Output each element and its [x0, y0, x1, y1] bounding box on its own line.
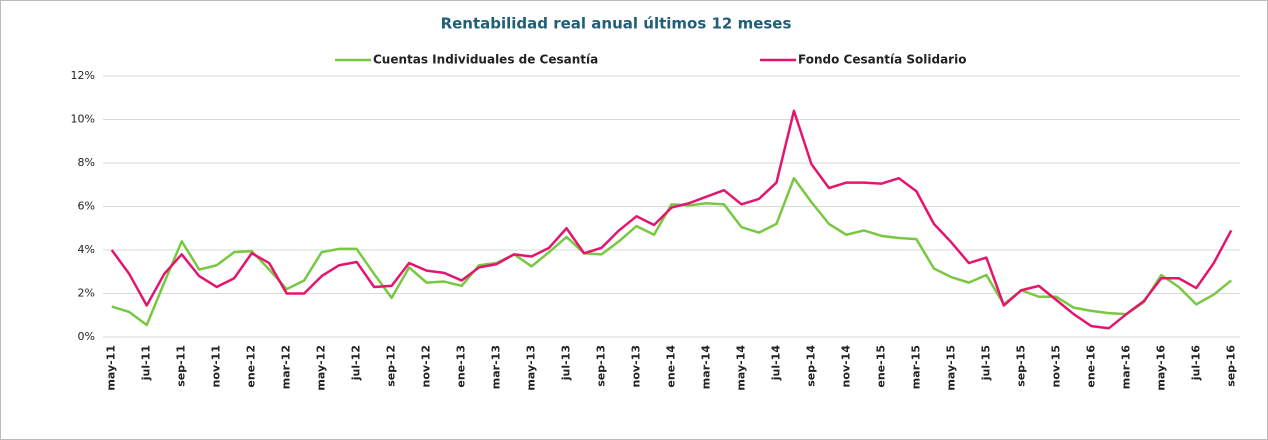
x-tick-label: may-11: [105, 345, 118, 391]
legend-label: Cuentas Individuales de Cesantía: [373, 53, 598, 67]
x-tick-label: jul-16: [1189, 345, 1202, 382]
x-tick-label: ene-15: [874, 345, 887, 388]
x-tick-label: mar-12: [280, 345, 293, 389]
x-tick-label: ene-14: [665, 345, 678, 388]
x-tick-label: may-12: [315, 345, 328, 391]
series-line: [111, 176, 1233, 327]
x-tick-label: mar-13: [490, 345, 503, 389]
x-tick-label: nov-13: [630, 345, 643, 387]
x-tick-label: mar-16: [1119, 345, 1132, 390]
x-tick-label: ene-13: [455, 345, 468, 388]
x-tick-label: nov-15: [1049, 345, 1062, 387]
x-tick-label: may-15: [944, 345, 957, 391]
chart-title: Rentabilidad real anual últimos 12 meses: [441, 15, 792, 33]
y-tick-label: 4%: [78, 243, 95, 256]
x-tick-label: may-14: [734, 345, 747, 391]
series-line: [110, 109, 1233, 330]
x-tick-label: ene-12: [245, 345, 258, 388]
x-tick-label: jul-11: [140, 345, 153, 381]
x-tick-label: jul-15: [979, 345, 992, 381]
x-tick-label: nov-12: [420, 345, 433, 387]
y-tick-label: 2%: [78, 287, 95, 300]
x-tick-label: nov-11: [210, 345, 223, 387]
y-tick-label: 6%: [78, 200, 95, 213]
y-tick-label: 12%: [71, 69, 95, 82]
x-tick-label: jul-12: [350, 345, 363, 381]
x-tick-label: mar-14: [699, 345, 712, 390]
x-tick-label: sep-16: [1224, 345, 1237, 387]
x-tick-label: may-16: [1154, 345, 1167, 391]
x-tick-label: jul-13: [560, 345, 573, 381]
x-tick-label: nov-14: [839, 345, 852, 388]
x-tick-label: may-13: [525, 345, 538, 391]
y-tick-label: 10%: [71, 113, 95, 126]
x-tick-label: jul-14: [769, 345, 782, 382]
x-tick-label: sep-12: [385, 345, 398, 387]
x-tick-label: sep-11: [175, 345, 188, 387]
x-tick-label: sep-14: [804, 345, 817, 387]
x-tick-label: mar-15: [909, 345, 922, 389]
y-tick-label: 8%: [78, 156, 95, 169]
x-tick-label: ene-16: [1084, 345, 1097, 388]
x-tick-label: sep-13: [595, 345, 608, 387]
legend-label: Fondo Cesantía Solidario: [798, 53, 966, 67]
y-tick-label: 0%: [78, 330, 95, 343]
x-tick-label: sep-15: [1014, 345, 1027, 387]
